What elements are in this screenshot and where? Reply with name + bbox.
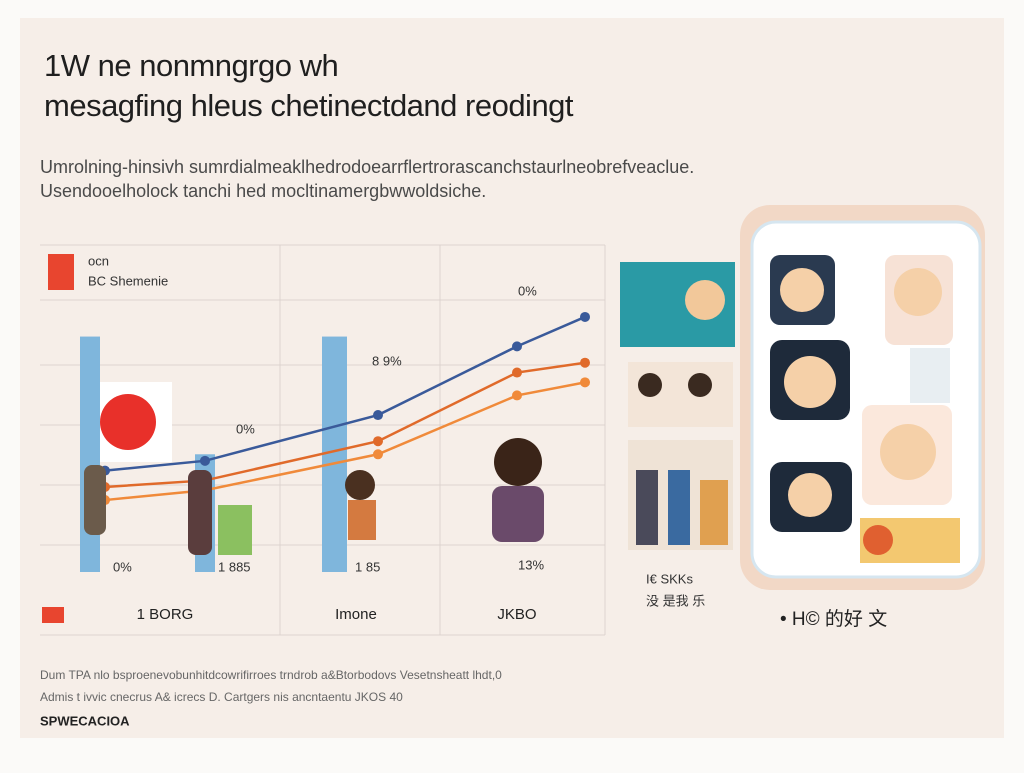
title-line: 1W ne nonmngrgo wh (44, 48, 338, 83)
annotation: 8 9% (372, 353, 402, 368)
illustrations (620, 205, 985, 590)
legend-swatch (48, 254, 74, 290)
figures (84, 438, 544, 555)
annotation: 0% (113, 559, 132, 574)
point (373, 410, 383, 421)
annotation: 0% (518, 283, 537, 298)
annotation: 1 85 (355, 559, 380, 574)
point (580, 357, 590, 368)
point (580, 311, 590, 322)
point (373, 436, 383, 447)
bar (80, 336, 100, 572)
footnote: Admis t ivvic cnecrus A& icrecs D. Cartg… (40, 690, 403, 704)
x-label: JKBO (497, 606, 536, 623)
point (200, 455, 210, 466)
point (512, 367, 522, 378)
point (512, 390, 522, 401)
legend-label: ocn (88, 253, 109, 268)
title-line: mesagfing hleus chetinectdand reodingt (44, 88, 574, 123)
legend-label: BC Shemenie (88, 273, 168, 288)
point (373, 449, 383, 460)
side-label: 没 是我 乐 (646, 593, 705, 608)
side-label: I€ SKKs (646, 571, 693, 586)
x-label: 1 BORG (137, 606, 194, 623)
source: SPWECACIOA (40, 713, 130, 728)
chart: 0% 8 9% 0% 0% 1 885 1 85 13% 1 BORG Imone JKBO (42, 283, 590, 623)
footnote: Dum TPA nlo bsproenevobunhitdcowrifirroe… (40, 668, 502, 682)
side-label: • H© 的好 文 (780, 608, 887, 630)
point (512, 341, 522, 352)
annotation: 13% (518, 557, 544, 572)
point (580, 377, 590, 388)
subtitle-line: Umrolning-hinsivh sumrdialmeaklhedrodoea… (40, 157, 694, 177)
annotation: 0% (236, 421, 255, 436)
subtitle-line: Usendooelholock tanchi hed mocltinamergb… (40, 181, 486, 201)
annotation: 1 885 (218, 559, 251, 574)
logo (42, 607, 64, 623)
flag-sun (100, 394, 156, 450)
x-label: Imone (335, 606, 377, 623)
bar (322, 336, 347, 572)
